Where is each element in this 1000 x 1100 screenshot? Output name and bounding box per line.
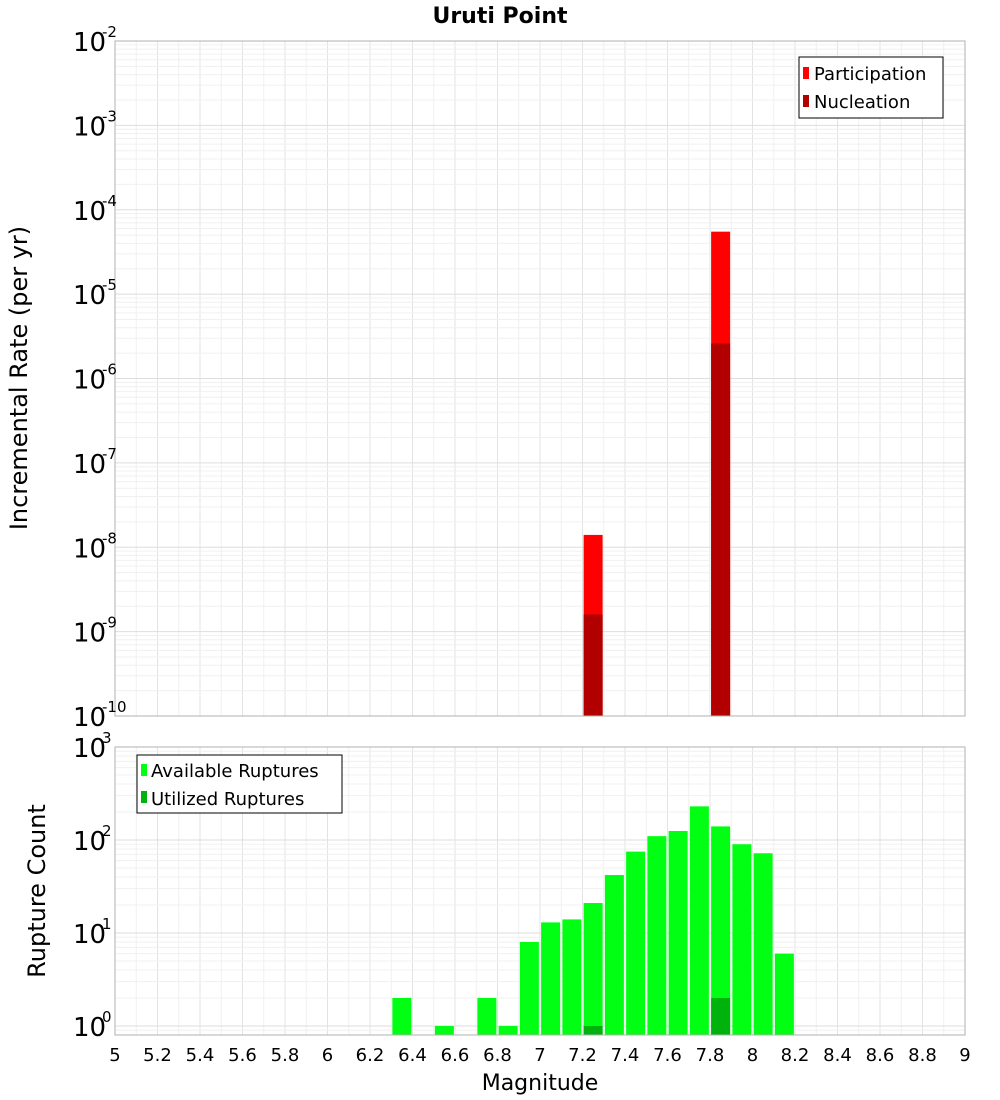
y-tick-exponent: -4 — [102, 192, 117, 210]
rate-plot-border — [114, 40, 966, 717]
y-tick-exponent: -8 — [102, 529, 117, 547]
y-tick-label: 10 — [73, 703, 106, 733]
bar-available-ruptures — [689, 806, 709, 1035]
x-tick-label: 5 — [109, 1045, 120, 1066]
y-tick-exponent: -10 — [102, 698, 127, 716]
bar-nucleation — [711, 343, 731, 716]
bar-available-ruptures — [647, 836, 667, 1035]
x-tick-label: 5.6 — [228, 1045, 257, 1066]
bar-available-ruptures — [774, 953, 794, 1035]
y-tick-label: 10 — [73, 281, 106, 311]
x-tick-label: 6.8 — [483, 1045, 512, 1066]
y-tick-exponent: 1 — [102, 915, 112, 933]
x-tick-label: 6.6 — [441, 1045, 470, 1066]
x-tick-label: 6.4 — [398, 1045, 427, 1066]
y-tick-label: 10 — [73, 28, 106, 58]
y-tick-label: 10 — [73, 534, 106, 564]
count-legend-box — [136, 754, 343, 814]
legend-label-participation: Participation — [814, 64, 926, 85]
x-tick-label: 8 — [747, 1045, 758, 1066]
y-tick-label: 10 — [73, 450, 106, 480]
x-tick-label: 5.2 — [143, 1045, 172, 1066]
y-tick-label: 10 — [73, 197, 106, 227]
bar-available-ruptures — [583, 903, 603, 1035]
y-tick-exponent: 3 — [102, 729, 112, 747]
bar-available-ruptures — [562, 919, 582, 1035]
y-tick-exponent: -6 — [102, 361, 117, 379]
x-tick-label: 7.4 — [611, 1045, 640, 1066]
bar-available-ruptures — [434, 1025, 454, 1035]
y-tick-exponent: -3 — [102, 107, 117, 125]
x-tick-label: 5.4 — [186, 1045, 215, 1066]
bar-available-ruptures — [477, 997, 497, 1035]
rate-grid — [114, 40, 966, 717]
bar-available-ruptures — [732, 844, 752, 1035]
bar-available-ruptures — [498, 1025, 518, 1035]
legend-swatch-participation — [803, 67, 809, 79]
chart-title: Uruti Point — [432, 4, 568, 29]
rate-panel: 10-210-310-410-510-610-710-810-910-10 In… — [5, 23, 966, 733]
y-tick-exponent: 0 — [102, 1008, 112, 1026]
x-axis-label: Magnitude — [482, 1071, 599, 1096]
y-tick-label: 10 — [73, 366, 106, 396]
count-bars — [392, 806, 794, 1035]
bar-available-ruptures — [604, 875, 624, 1035]
y-tick-exponent: -2 — [102, 23, 117, 41]
x-tick-label: 7.2 — [568, 1045, 597, 1066]
legend-swatch-nucleation — [803, 95, 809, 107]
y-tick-label: 10 — [73, 112, 106, 142]
legend-swatch-utilized — [141, 791, 147, 803]
count-legend: Available Ruptures Utilized Ruptures — [136, 754, 343, 814]
bar-available-ruptures — [392, 997, 412, 1035]
bar-utilized-ruptures — [583, 1025, 603, 1035]
x-tick-label: 5.8 — [271, 1045, 300, 1066]
y-tick-label: 10 — [73, 734, 106, 764]
legend-label-available: Available Ruptures — [151, 761, 319, 782]
bar-available-ruptures — [668, 830, 688, 1035]
bar-nucleation — [583, 614, 603, 716]
x-tick-label: 8.2 — [781, 1045, 810, 1066]
bar-utilized-ruptures — [711, 997, 731, 1035]
bar-available-ruptures — [711, 826, 731, 1035]
x-tick-label: 9 — [959, 1045, 970, 1066]
y-tick-label: 10 — [73, 827, 106, 857]
x-tick-label: 8.4 — [823, 1045, 852, 1066]
rate-bars — [583, 231, 731, 716]
rate-y-axis-label: Incremental Rate (per yr) — [5, 226, 33, 530]
x-tick-label: 7 — [534, 1045, 545, 1066]
y-tick-label: 10 — [73, 920, 106, 950]
bar-available-ruptures — [753, 853, 773, 1035]
rate-legend-box — [798, 56, 944, 119]
x-tick-label: 8.8 — [908, 1045, 937, 1066]
x-tick-label: 6.2 — [356, 1045, 385, 1066]
y-tick-exponent: -7 — [102, 445, 117, 463]
legend-swatch-available — [141, 764, 147, 776]
bar-available-ruptures — [626, 851, 646, 1035]
y-tick-exponent: -9 — [102, 614, 117, 632]
count-y-axis-label: Rupture Count — [23, 804, 51, 978]
rate-y-ticks: 10-210-310-410-510-610-710-810-910-10 — [73, 23, 127, 733]
x-tick-label: 8.6 — [866, 1045, 895, 1066]
count-x-ticks: 5 5.2 5.4 5.6 5.8 6 6.2 6.4 6.6 6.8 7 7.2 7.4 7.6 7.8 8… — [109, 1045, 970, 1066]
y-tick-exponent: -5 — [102, 276, 117, 294]
legend-label-nucleation: Nucleation — [814, 92, 910, 113]
y-tick-label: 10 — [73, 619, 106, 649]
bar-available-ruptures — [519, 942, 539, 1035]
bar-available-ruptures — [541, 922, 561, 1035]
rate-legend: Participation Nucleation — [798, 56, 944, 119]
y-tick-exponent: 2 — [102, 822, 112, 840]
x-tick-label: 7.8 — [696, 1045, 725, 1066]
x-tick-label: 6 — [322, 1045, 333, 1066]
legend-label-utilized: Utilized Ruptures — [151, 789, 304, 810]
y-tick-label: 10 — [73, 1013, 106, 1043]
x-tick-label: 7.6 — [653, 1045, 682, 1066]
count-plot-border — [114, 746, 966, 1036]
